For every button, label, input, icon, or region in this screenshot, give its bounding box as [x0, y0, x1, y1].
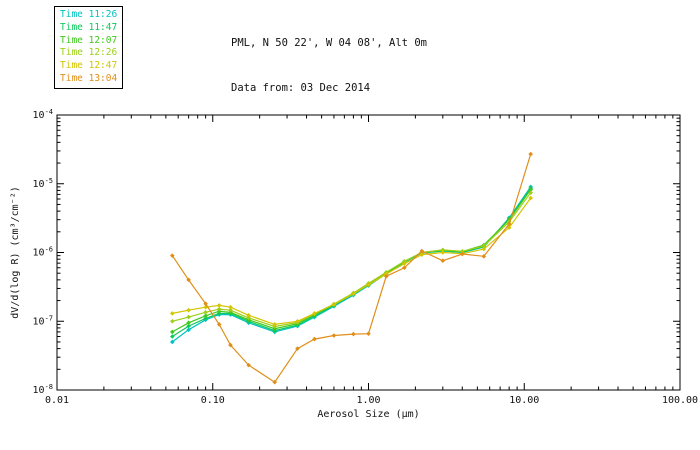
series-marker [170, 339, 175, 345]
series-marker [440, 250, 446, 255]
series-marker [459, 251, 465, 257]
series-marker [440, 258, 446, 263]
series-marker [272, 379, 278, 385]
series-marker [440, 247, 446, 253]
series-marker [295, 318, 300, 324]
series-marker [186, 277, 191, 283]
series-marker [312, 311, 317, 316]
series-marker [216, 306, 222, 312]
series-marker [203, 309, 208, 315]
series-marker [246, 313, 251, 318]
plot-title: PML, N 50 22', W 04 08', Alt 0m [231, 37, 427, 49]
series-marker [331, 333, 337, 338]
y-axis-label: dV/d(log R) (cm³/cm⁻²) [10, 186, 21, 318]
series-marker [272, 322, 278, 327]
series-marker [528, 190, 533, 196]
series-marker [228, 342, 233, 348]
axis-frame [56, 114, 681, 391]
legend-item: Time 12:47 [60, 60, 118, 72]
y-tick-label: 10-4 [33, 108, 53, 121]
x-tick-label: 0.01 [45, 395, 69, 406]
series-marker [481, 254, 487, 259]
legend-item: Time 11:47 [60, 21, 118, 33]
series-marker [228, 307, 233, 313]
series-marker [331, 302, 337, 307]
y-tick-label: 10-7 [33, 314, 53, 327]
x-tick-label: 10.00 [509, 395, 539, 406]
series-marker [481, 243, 487, 249]
series-line [172, 189, 532, 333]
series-marker [528, 187, 533, 192]
series-marker [419, 252, 425, 257]
series-marker [506, 221, 512, 227]
series-line [172, 197, 532, 326]
series-marker [170, 318, 175, 324]
y-tick-label: 10-6 [33, 246, 53, 259]
series-marker [228, 304, 233, 310]
series-marker [203, 304, 208, 310]
series-marker [351, 331, 356, 337]
series-marker [402, 265, 407, 271]
legend-item: Time 11:26 [60, 9, 118, 20]
series-marker [459, 249, 465, 254]
series-marker [203, 316, 208, 321]
series-marker [186, 307, 191, 313]
series-marker [170, 253, 175, 258]
series-marker [170, 311, 175, 316]
y-tick-label: 10-5 [33, 177, 53, 190]
plot-header: PML, N 50 22', W 04 08', Alt 0m Data fro… [231, 6, 427, 126]
x-axis-label: Aerosol Size (μm) [317, 409, 419, 420]
series-marker [186, 320, 191, 326]
series-line [171, 186, 532, 343]
series-marker [216, 303, 222, 308]
x-tick-label: 100.00 [662, 395, 698, 406]
series-marker [186, 327, 191, 333]
series-marker [186, 314, 191, 320]
series-marker [366, 331, 371, 336]
series-marker [203, 301, 208, 307]
series-marker [481, 246, 487, 252]
x-tick-label: 1.00 [356, 395, 380, 406]
legend-item: Time 13:04 [60, 72, 118, 84]
legend-item: Time 12:07 [60, 34, 118, 46]
series-marker [203, 313, 208, 319]
x-tick-label: 0.10 [201, 395, 225, 406]
series-marker [170, 334, 175, 339]
series-marker [419, 248, 425, 254]
series-marker [295, 346, 300, 351]
series-marker [366, 282, 371, 288]
legend: Time 11:26 Time 11:47 Time 12:07 Time 12:26… [54, 6, 124, 89]
series-marker [506, 225, 512, 230]
series-marker [528, 195, 533, 201]
series-marker [170, 329, 175, 335]
plot-subtitle: Data from: 03 Dec 2014 [231, 82, 371, 94]
series-marker [216, 322, 222, 327]
series-marker [246, 315, 251, 321]
series-marker [402, 261, 407, 266]
series-marker [186, 323, 191, 329]
legend-item: Time 12:26 [60, 47, 118, 59]
series-line [171, 153, 532, 384]
series-marker [351, 291, 356, 297]
series-marker [383, 274, 389, 279]
series-marker [246, 362, 251, 368]
series-marker [312, 336, 317, 342]
series-marker [528, 151, 533, 157]
